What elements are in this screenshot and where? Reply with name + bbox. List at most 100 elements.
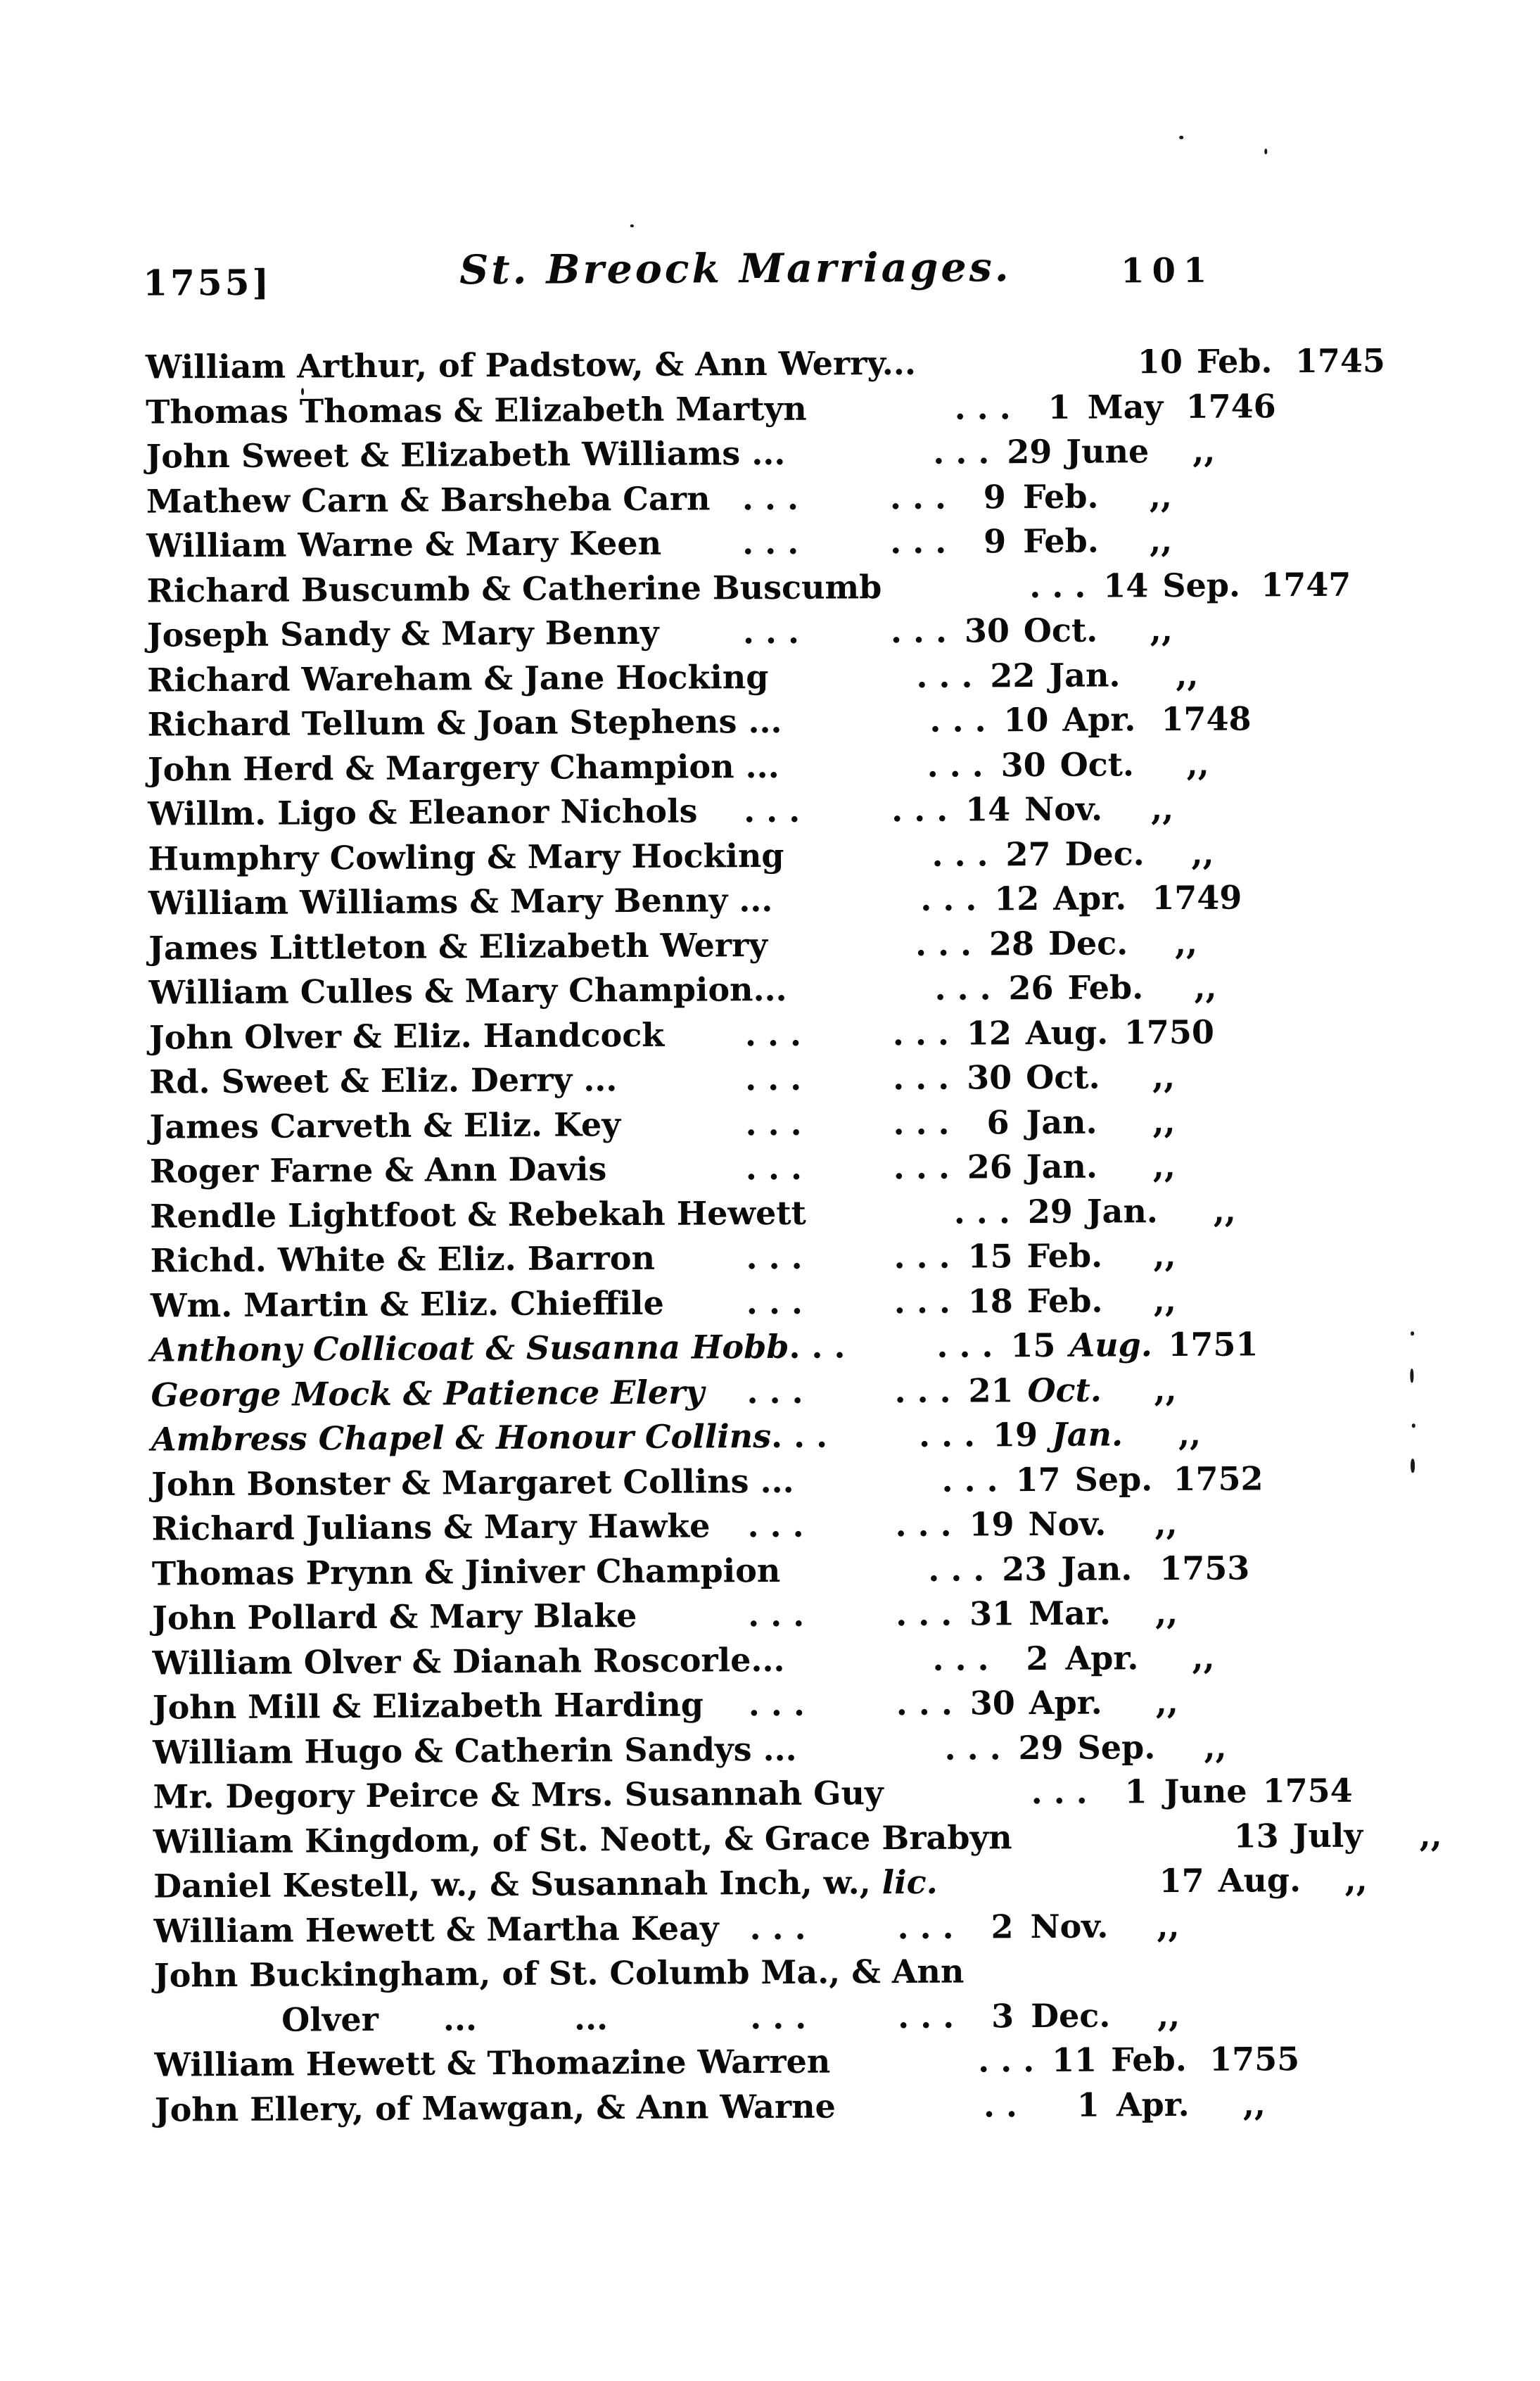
record-name-text: Roger Farne & Ann Davis (150, 1150, 607, 1190)
record-name-text: John Ellery, of Mawgan, & Ann Warne (155, 2087, 836, 2128)
leader-dots (797, 1759, 945, 1760)
record-name-text: William Williams & Mary Benny ... (148, 881, 773, 922)
leader-dots: ... (742, 476, 890, 521)
record-name-text: William Warne & Mary Keen (146, 524, 661, 565)
leader-dots: ... (749, 1682, 896, 1727)
leader-dots: ... (771, 1414, 919, 1459)
leader-dots (784, 865, 932, 866)
record-month: Dec. (1048, 921, 1140, 966)
leader-dots (882, 597, 1029, 598)
leader-dots: ... (746, 1280, 894, 1326)
record-day: 1 (1029, 385, 1071, 430)
record-day: 19 (993, 1413, 1035, 1458)
leader-dots (1086, 1892, 1159, 1893)
record-day: 19 (969, 1502, 1011, 1547)
record-names: Anthony Collicoat & Susanna Hobb (151, 1325, 789, 1373)
record-names: Richard Julians & Mary Hawke (151, 1504, 747, 1551)
record-year: 1755 (1209, 2037, 1299, 2082)
record-year: ,, (1391, 1812, 1475, 1858)
leader-dots (836, 2116, 984, 2117)
record-year: ,, (1166, 965, 1250, 1010)
leader-dots: ... (944, 1726, 1018, 1771)
leader-dots: ... (893, 1056, 967, 1101)
record-year: 1748 (1161, 697, 1251, 742)
leader-dots: ... (894, 1279, 968, 1324)
leader-dots: ... (933, 430, 1007, 475)
record-row: William Arthur, of Padstow, & Ann Werry.… (146, 340, 1229, 391)
leader-dots: ... (919, 1413, 993, 1458)
record-name-text: John Olver & Eliz. Handcock (149, 1015, 665, 1056)
leader-dots (1064, 373, 1138, 374)
record-year: ,, (1124, 1055, 1209, 1100)
record-day: 22 (990, 654, 1032, 699)
record-names: Mr. Degory Peirce & Mrs. Susannah Guy (153, 1771, 883, 1820)
record-name-text: Richd. White & Eliz. Barron (150, 1239, 655, 1280)
record-day: 2 (971, 1905, 1013, 1950)
record-year: ,, (1125, 1233, 1209, 1278)
record-name-text: James Littleton & Elizabeth Werry (148, 926, 768, 967)
record-day: 17 (1015, 1457, 1057, 1502)
leader-dots: ... (927, 743, 1000, 788)
record-names: Willm. Ligo & Eleanor Nichols (148, 789, 744, 837)
marriage-list: William Arthur, of Padstow, & Ann Werry.… (146, 340, 1238, 2133)
leader-dots: ... (978, 2038, 1052, 2083)
leader-dots: ... (746, 1369, 894, 1415)
record-day: 23 (1002, 1547, 1044, 1592)
leader-dots: ... (932, 1637, 1006, 1682)
record-month: Sep. (1077, 1725, 1169, 1770)
record-name-text: William Hugo & Catherin Sandys ... (153, 1729, 797, 1771)
record-year: ,, (1126, 1278, 1210, 1323)
record-year: ,, (1176, 1725, 1260, 1770)
record-name-text: Rd. Sweet & Eliz. Derry ... (149, 1060, 617, 1100)
ink-speck (1179, 136, 1183, 139)
record-day: 14 (965, 787, 1007, 832)
record-year: ,, (1128, 1680, 1212, 1725)
record-row: Richard Buscumb & Catherine Buscumb...14… (146, 563, 1230, 614)
record-names: John Mill & Elizabeth Harding (153, 1682, 749, 1730)
record-year: 1754 (1263, 1769, 1353, 1814)
record-day: 29 (1007, 430, 1049, 475)
record-name-text: James Carveth & Eliz. Key (149, 1105, 621, 1146)
record-month: Oct. (1027, 1368, 1119, 1413)
leader-dots: ... (750, 1995, 898, 2040)
record-row: Daniel Kestell, w., & Susannah Inch, w.,… (153, 1859, 1237, 1910)
record-year: ,, (1123, 787, 1207, 832)
record-names: Richard Tellum & Joan Stephens ... (147, 699, 782, 747)
record-names: John Pollard & Mary Blake (152, 1593, 748, 1641)
record-month: Nov. (1024, 787, 1116, 832)
record-year: 1753 (1159, 1546, 1249, 1591)
record-names: John Bonster & Margaret Collins ... (151, 1459, 794, 1506)
record-names: Joseph Sandy & Mary Benny (147, 610, 743, 658)
leader-dots: ... (749, 1905, 897, 1951)
record-day: 30 (967, 1055, 1009, 1100)
record-name-text: Richard Julians & Mary Hawke (151, 1506, 710, 1547)
record-name-text: Wm. Martin & Eliz. Chieffile (151, 1283, 664, 1324)
record-row: John Buckingham, of St. Columb Ma., & An… (154, 1948, 1237, 1999)
leader-dots: ... (893, 1145, 967, 1190)
record-name-text: Richard Buscumb & Catherine Buscumb (146, 568, 882, 609)
record-names: Thomas Thomas & Elizabeth Martyn (146, 386, 807, 434)
record-year: 1747 (1261, 562, 1351, 607)
record-day: 9 (964, 519, 1006, 564)
record-name-text: William Culles & Mary Champion... (148, 970, 787, 1012)
leader-dots (787, 1000, 935, 1001)
record-row: Anthony Collicoat & Susanna Hobb......15… (151, 1323, 1234, 1373)
record-name-text: John Pollard & Mary Blake (152, 1596, 637, 1637)
record-month: Apr. (1053, 876, 1145, 921)
leader-dots: ... (916, 654, 990, 699)
record-year: ,, (1127, 1591, 1211, 1636)
record-names: William Hewett & Thomazine Warren (154, 2040, 830, 2088)
record-month: Feb. (1197, 339, 1288, 384)
record-names: James Littleton & Elizabeth Werry (148, 923, 768, 971)
